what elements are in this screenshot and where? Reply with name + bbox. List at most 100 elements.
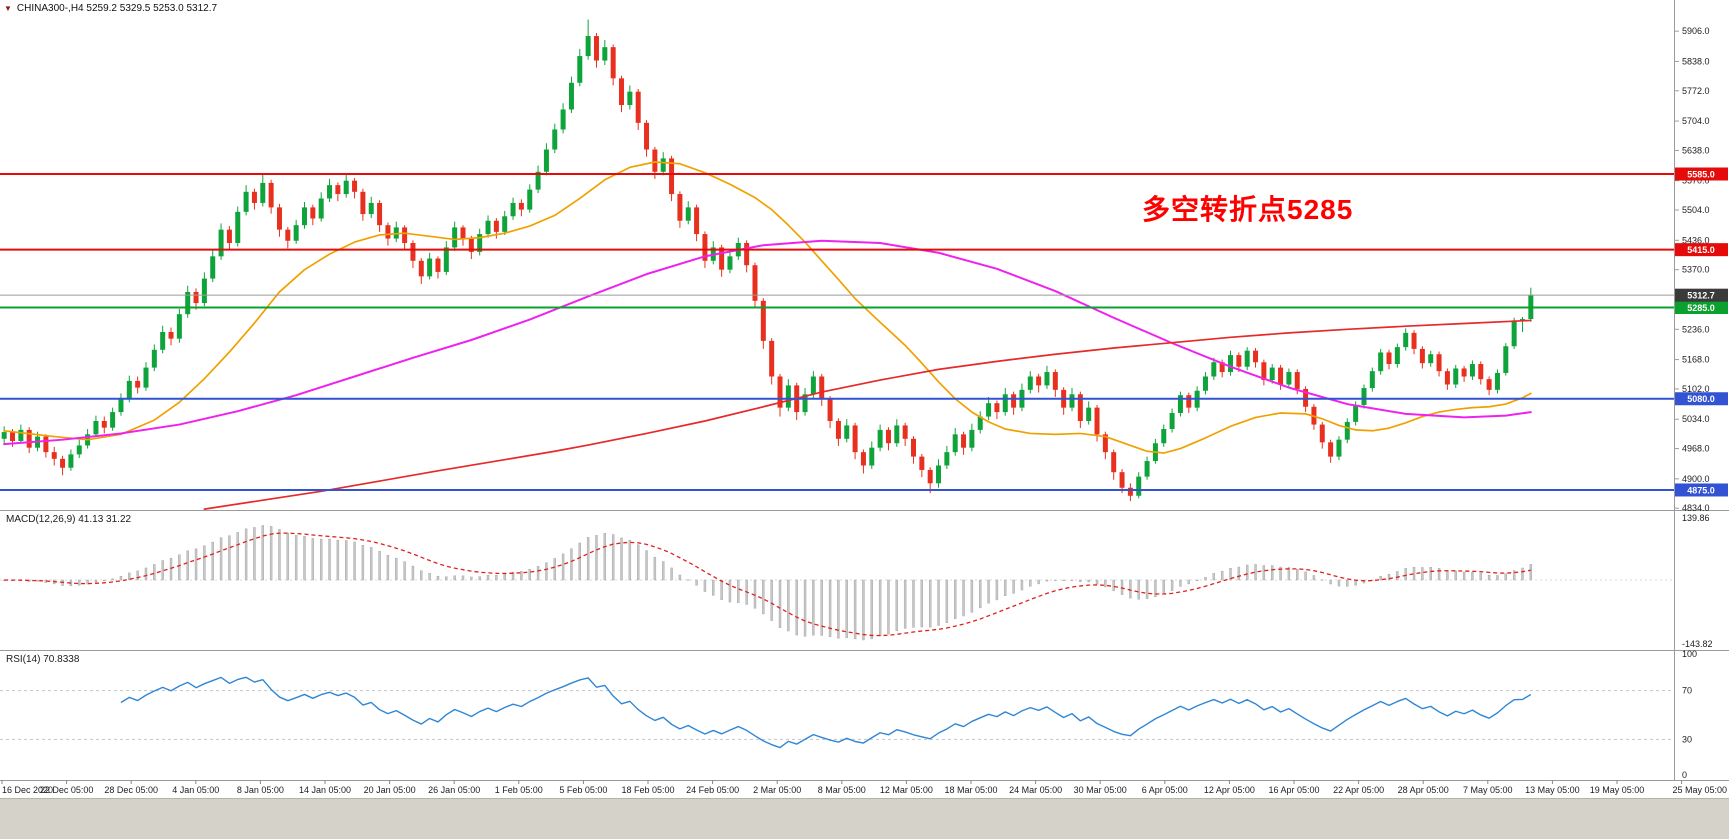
candle-body — [460, 227, 466, 239]
macd-bar — [820, 579, 823, 636]
candle-body — [201, 278, 207, 304]
time-tick-label: 4 Jan 05:00 — [172, 785, 219, 795]
macd-bar — [353, 541, 356, 581]
macd-bar — [1462, 571, 1466, 581]
candle-body — [193, 291, 199, 304]
macd-bar — [328, 538, 331, 581]
svg-text:5415.0: 5415.0 — [1687, 245, 1715, 255]
macd-bar — [269, 526, 273, 581]
macd-bar — [728, 579, 732, 603]
rsi-indicator-label: RSI(14) 70.8338 — [6, 654, 80, 665]
horizontal-lines[interactable] — [0, 173, 1674, 491]
price-axis[interactable]: 5906.0 5838.0 5772.0 5704.0 5638.0 5570.0 5504… — [1674, 26, 1710, 513]
macd-bar — [186, 550, 189, 581]
candle-body — [1361, 388, 1367, 405]
candle-body — [443, 247, 449, 272]
candle-body — [944, 452, 950, 466]
price-badge: 5312.7 — [1675, 288, 1728, 302]
candle-body — [1419, 348, 1425, 364]
candle-body — [602, 47, 608, 61]
candle-body — [1077, 394, 1083, 421]
macd-bar — [378, 550, 381, 581]
candle-body — [1219, 362, 1225, 373]
candle-body — [986, 403, 992, 417]
macd-bar — [1446, 570, 1449, 581]
symbol-ohlc-text: CHINA300-,H4 5259.2 5329.5 5253.0 5312.7 — [16, 3, 218, 14]
macd-bar — [294, 535, 298, 581]
candle-body — [927, 469, 933, 484]
macd-bar — [1496, 575, 1499, 581]
candle-body — [1403, 332, 1409, 348]
macd-bar — [586, 537, 590, 581]
candle-body — [418, 260, 424, 277]
macd-bar — [303, 536, 306, 581]
candle-body — [1127, 487, 1133, 496]
macd-bar — [695, 579, 698, 586]
macd-bar — [837, 579, 840, 639]
candle-body — [835, 420, 841, 439]
macd-bar — [828, 579, 832, 637]
candles[interactable] — [1, 19, 1534, 502]
candle-body — [176, 314, 182, 339]
candle-body — [1394, 347, 1400, 365]
candle-body — [902, 425, 908, 439]
candle-body — [1336, 439, 1342, 457]
candle-body — [1269, 367, 1275, 381]
candle-body — [218, 229, 224, 257]
macd-bar — [203, 545, 206, 581]
candle-body — [1353, 404, 1359, 422]
candle-body — [952, 434, 958, 453]
symbol-dropdown-icon[interactable]: ▼ — [4, 3, 12, 13]
candle-body — [1044, 372, 1050, 386]
candle-body — [377, 202, 383, 226]
annotation-text: 多空转折点5285 — [1142, 194, 1354, 225]
macd-bar — [920, 579, 924, 628]
candle-body — [844, 425, 850, 439]
price-tick-label: 5838.0 — [1682, 56, 1710, 66]
candle-body — [1244, 350, 1250, 367]
macd-bar — [428, 572, 431, 581]
macd-bar — [111, 578, 114, 581]
price-tick-label: 4834.0 — [1682, 503, 1710, 513]
price-tick-label: 5704.0 — [1682, 116, 1710, 126]
macd-bar — [445, 576, 448, 581]
candle-body — [160, 331, 166, 350]
candle-body — [593, 36, 599, 61]
candle-body — [1102, 434, 1108, 453]
candle-body — [477, 234, 483, 252]
candle-body — [1328, 442, 1334, 457]
candle-body — [677, 194, 683, 221]
macd-bar — [161, 560, 164, 581]
macd-bar — [979, 579, 982, 609]
macd-bar — [1245, 564, 1249, 581]
candle-body — [1211, 362, 1217, 377]
candle-body — [1444, 371, 1450, 385]
candle-body — [1161, 429, 1167, 444]
macd-bar — [370, 547, 373, 581]
time-tick-label: 12 Mar 05:00 — [880, 785, 933, 795]
candle-body — [43, 436, 49, 453]
macd-bar — [1070, 579, 1074, 581]
macd-bar — [1262, 565, 1266, 581]
time-tick-label: 1 Feb 05:00 — [495, 785, 543, 795]
macd-bar — [662, 561, 665, 581]
candle-body — [1169, 412, 1175, 430]
candle-body — [919, 456, 925, 470]
candle-body — [727, 256, 733, 270]
macd-bar — [144, 567, 148, 581]
candle-body — [251, 191, 257, 203]
price-tick-label: 5168.0 — [1682, 355, 1710, 365]
macd-bar — [1387, 574, 1391, 581]
macd-bar — [1054, 579, 1057, 581]
candle-body — [1478, 364, 1484, 380]
time-tick-label: 28 Apr 05:00 — [1398, 785, 1449, 795]
macd-bar — [1037, 579, 1040, 585]
price-tick-label: 4900.0 — [1682, 474, 1710, 484]
time-tick-label: 14 Jan 05:00 — [299, 785, 351, 795]
candle-body — [235, 211, 241, 243]
candle-body — [977, 416, 983, 430]
price-tick-label: 5370.0 — [1682, 265, 1710, 275]
